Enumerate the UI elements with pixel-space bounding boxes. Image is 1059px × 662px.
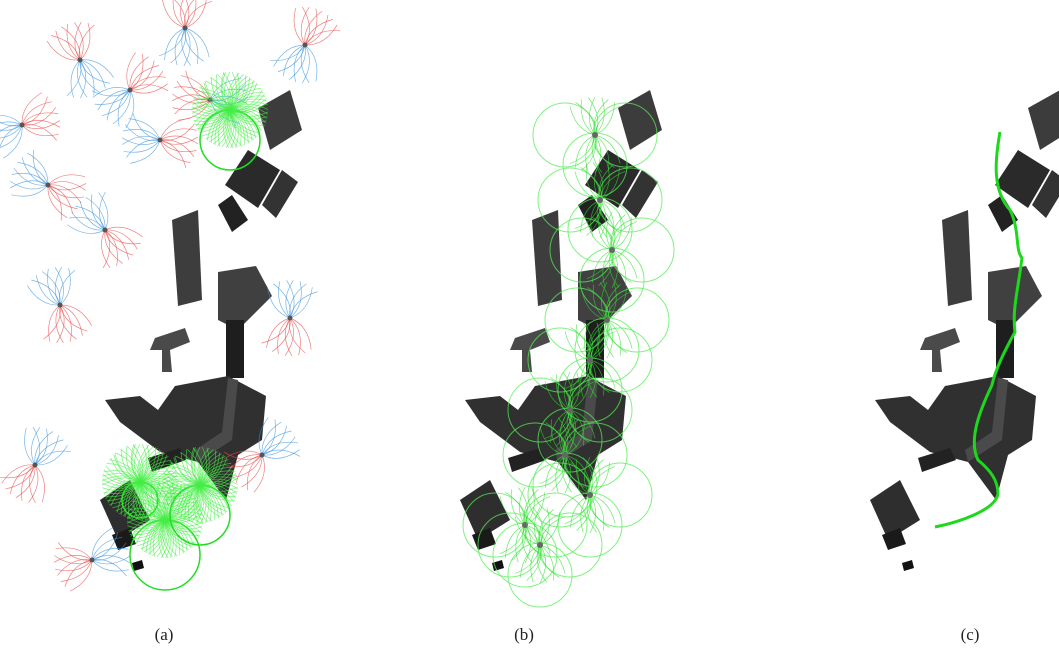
- trajectories: [0, 0, 674, 607]
- tree-circle: [558, 493, 622, 557]
- node: [537, 542, 543, 548]
- tree-edge: [80, 60, 114, 78]
- node: [183, 26, 188, 31]
- panel-label: (a): [155, 625, 174, 644]
- tree-edge: [294, 8, 305, 45]
- tree-edge: [92, 560, 129, 571]
- tree-edge: [27, 153, 48, 185]
- tree-edge: [305, 45, 317, 81]
- tree-edge: [56, 548, 92, 560]
- node: [592, 132, 598, 138]
- tree-edge: [48, 175, 85, 185]
- obstacles-c: [870, 90, 1059, 571]
- node: [46, 183, 51, 188]
- node: [128, 88, 133, 93]
- node: [587, 357, 593, 363]
- tree-edge: [56, 31, 80, 60]
- tree-edge: [242, 455, 262, 487]
- panel-label: (b): [514, 625, 534, 644]
- node: [587, 492, 593, 498]
- tree-edge: [274, 45, 305, 67]
- node: [567, 407, 573, 413]
- node: [562, 452, 568, 458]
- tree-edge: [2, 465, 35, 483]
- tree-edge: [71, 60, 80, 97]
- tree-edge: [79, 25, 94, 60]
- node: [303, 43, 308, 48]
- panel-label: (c): [961, 625, 980, 644]
- tree-edge: [540, 545, 565, 574]
- node: [604, 317, 610, 323]
- tree-edge: [24, 428, 35, 465]
- tree-edge: [80, 60, 105, 88]
- node: [288, 316, 293, 321]
- tree-edge: [72, 212, 105, 230]
- tree-edge: [70, 560, 92, 591]
- tree-edge: [11, 185, 48, 196]
- tree-edge: [185, 28, 209, 57]
- node: [58, 303, 63, 308]
- tree-edge: [49, 305, 60, 342]
- tree-edge: [22, 125, 59, 136]
- tree-edge: [570, 106, 595, 135]
- node: [33, 463, 38, 468]
- tree-circle: [508, 543, 572, 607]
- node: [260, 453, 265, 458]
- tree-edge: [67, 60, 81, 96]
- node: [90, 558, 95, 563]
- page: (a) (b) (c) (() => { const data = JSON.p…: [0, 0, 1059, 662]
- node: [78, 58, 83, 63]
- figure: (a) (b) (c): [0, 0, 1059, 662]
- node: [609, 247, 615, 253]
- node: [103, 228, 108, 233]
- node: [158, 138, 163, 143]
- tree-edge: [60, 305, 92, 326]
- tree-edge: [305, 25, 337, 45]
- tree-edge: [289, 318, 305, 353]
- node: [597, 197, 603, 203]
- tree-edge: [113, 90, 130, 124]
- tree-edge: [607, 320, 632, 349]
- tree-edge: [59, 270, 75, 305]
- tree-edge: [130, 84, 168, 93]
- node: [20, 123, 25, 128]
- tree-circle: [575, 318, 639, 382]
- tree-edge: [35, 465, 45, 502]
- tree-edge: [92, 528, 112, 560]
